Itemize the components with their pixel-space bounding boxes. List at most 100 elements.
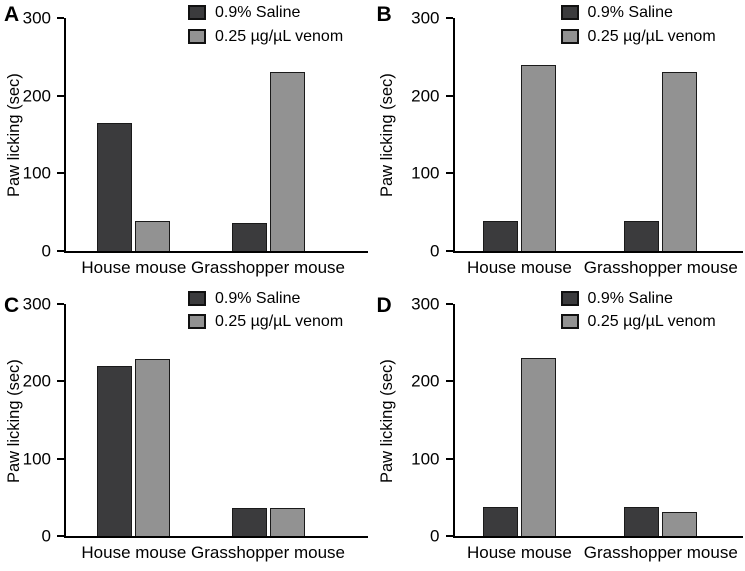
saline-legend-swatch: [188, 5, 206, 21]
saline-legend-label: 0.9% Saline: [587, 289, 673, 307]
bar-venom-house-mouse: [520, 64, 556, 251]
bar-saline-grasshopper-mouse: [624, 221, 660, 251]
x-category-label-house-mouse: House mouse: [466, 543, 572, 562]
y-tick-label: 100: [411, 163, 440, 183]
venom-legend-label: 0.25 µg/µL venom: [587, 27, 716, 45]
y-axis-tick: 300: [411, 10, 453, 27]
chart-panel-c: C Paw licking (sec) 0 100 200 300 House mous…: [0, 286, 373, 571]
y-tick-label: 100: [411, 449, 440, 469]
plot-area: 0 100 200 300 House mouse Grasshopper mouse 0…: [23, 290, 368, 561]
legend-item-venom: 0.25 µg/µL venom: [188, 28, 343, 46]
y-tick-label: 100: [22, 449, 51, 469]
y-axis-tick: 100: [23, 165, 64, 182]
legend: 0.9% Saline 0.25 µg/µL venom: [188, 290, 343, 331]
bars-region: 0 100 200 300 House mouse Grasshopper mouse: [23, 295, 368, 561]
y-axis-tick: 100: [23, 450, 64, 467]
legend-item-saline: 0.9% Saline: [560, 4, 716, 22]
bar-saline-house-mouse: [482, 506, 518, 536]
y-tick-label: 200: [411, 86, 440, 106]
bars-region: 0 100 200 300 House mouse Grasshopper mouse: [23, 10, 368, 276]
venom-legend-swatch: [188, 28, 206, 44]
y-axis-tick: 200: [23, 87, 64, 104]
saline-legend-label: 0.9% Saline: [587, 4, 673, 21]
panel-letter-d: D: [376, 293, 392, 317]
bar-venom-grasshopper-mouse: [662, 72, 698, 251]
panel-letter-b: B: [376, 3, 392, 26]
bar-venom-house-mouse: [135, 359, 171, 536]
legend: 0.9% Saline 0.25 µg/µL venom: [188, 4, 343, 45]
bars-region: 0 100 200 300 House mouse Grasshopper mouse: [411, 10, 744, 276]
y-axis-tick: 300: [23, 295, 64, 312]
legend: 0.9% Saline 0.25 µg/µL venom: [560, 4, 716, 46]
x-category-label-grasshopper-mouse: Grasshopper mouse: [190, 257, 346, 277]
legend-item-venom: 0.25 µg/µL venom: [560, 313, 716, 331]
y-axis-tick: 300: [411, 295, 453, 312]
chart-panel-b: B Paw licking (sec) 0 100 200 300 House mous…: [373, 0, 745, 286]
y-axis-tick: 300: [23, 10, 64, 27]
y-tick-label: 200: [22, 371, 51, 391]
saline-legend-swatch: [560, 5, 579, 21]
bar-saline-house-mouse: [97, 365, 133, 536]
x-category-label-house-mouse: House mouse: [466, 257, 572, 277]
plot-area: 0 100 200 300 House mouse Grasshopper mouse 0…: [411, 290, 744, 561]
bar-saline-grasshopper-mouse: [231, 223, 267, 251]
chart-panel-a: A Paw licking (sec) 0 100 200 300 House mous…: [0, 0, 373, 286]
legend-item-saline: 0.9% Saline: [560, 289, 716, 308]
plot-area: 0 100 200 300 House mouse Grasshopper mouse 0…: [23, 4, 368, 276]
bar-venom-house-mouse: [135, 221, 171, 251]
y-axis-title: Paw licking (sec): [377, 73, 396, 197]
legend-item-venom: 0.25 µg/µL venom: [188, 313, 343, 331]
y-axis-tick: 200: [411, 87, 453, 104]
bar-saline-house-mouse: [482, 221, 518, 251]
x-category-label-house-mouse: House mouse: [81, 257, 187, 277]
y-axis-tick: 200: [23, 373, 64, 390]
y-tick-label: 300: [411, 8, 440, 28]
x-category-label-house-mouse: House mouse: [81, 543, 187, 562]
bar-venom-grasshopper-mouse: [662, 511, 698, 536]
y-tick-label: 300: [411, 294, 440, 313]
bar-saline-house-mouse: [97, 122, 133, 251]
x-category-label-grasshopper-mouse: Grasshopper mouse: [190, 543, 346, 562]
venom-legend-label: 0.25 µg/µL venom: [215, 27, 344, 45]
chart-panel-d: D Paw licking (sec) 0 100 200 300 House mous…: [373, 286, 745, 571]
y-tick-label: 200: [411, 371, 440, 391]
venom-legend-swatch: [560, 314, 579, 330]
x-category-label-grasshopper-mouse: Grasshopper mouse: [583, 543, 738, 562]
legend-item-saline: 0.9% Saline: [188, 290, 343, 308]
y-axis-title: Paw licking (sec): [5, 73, 23, 197]
y-axis-tick: 0: [42, 528, 64, 545]
venom-legend-label: 0.25 µg/µL venom: [587, 313, 716, 331]
y-tick-label: 300: [22, 8, 51, 28]
y-axis-tick: 100: [411, 165, 453, 182]
saline-legend-swatch: [560, 290, 579, 306]
x-category-label-grasshopper-mouse: Grasshopper mouse: [583, 257, 738, 277]
y-axis-tick: 200: [411, 373, 453, 390]
y-axis-title: Paw licking (sec): [377, 358, 396, 483]
plot-area: 0 100 200 300 House mouse Grasshopper mouse 0…: [411, 4, 744, 276]
saline-legend-swatch: [188, 290, 206, 306]
panel-letter-a: A: [4, 3, 20, 26]
y-tick-label: 0: [430, 526, 440, 546]
bars-region: 0 100 200 300 House mouse Grasshopper mouse: [411, 295, 744, 561]
bar-venom-grasshopper-mouse: [269, 72, 305, 251]
bar-saline-grasshopper-mouse: [231, 508, 267, 536]
saline-legend-label: 0.9% Saline: [215, 289, 301, 307]
legend-item-saline: 0.9% Saline: [188, 4, 343, 22]
bar-saline-grasshopper-mouse: [624, 506, 660, 536]
legend-item-venom: 0.25 µg/µL venom: [560, 27, 716, 46]
y-axis-tick: 0: [430, 242, 453, 259]
panel-letter-c: C: [4, 293, 20, 317]
y-tick-label: 0: [41, 526, 51, 546]
legend: 0.9% Saline 0.25 µg/µL venom: [560, 289, 716, 331]
y-axis-tick: 100: [411, 450, 453, 467]
venom-legend-swatch: [188, 314, 206, 330]
y-axis-tick: 0: [42, 242, 64, 259]
y-tick-label: 200: [22, 86, 51, 106]
y-tick-label: 100: [22, 163, 51, 183]
y-axis-title: Paw licking (sec): [5, 358, 23, 483]
bar-venom-grasshopper-mouse: [269, 508, 305, 536]
bar-venom-house-mouse: [520, 357, 556, 536]
y-tick-label: 0: [41, 241, 51, 260]
saline-legend-label: 0.9% Saline: [215, 4, 301, 21]
